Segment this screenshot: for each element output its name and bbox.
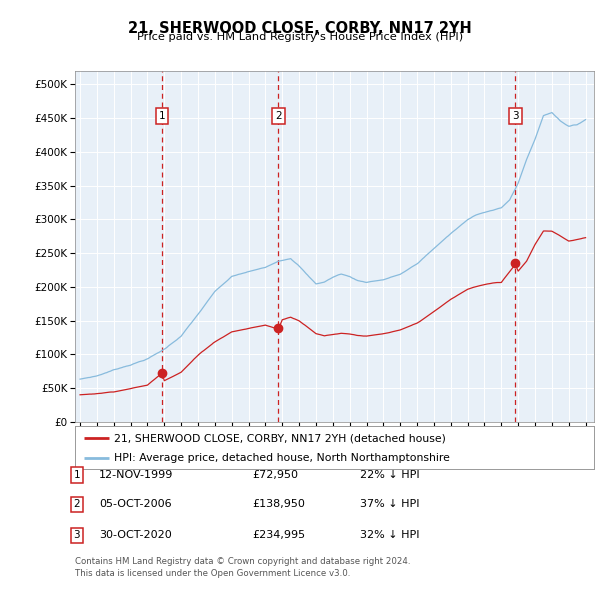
Text: Contains HM Land Registry data © Crown copyright and database right 2024.: Contains HM Land Registry data © Crown c… — [75, 557, 410, 566]
Text: 3: 3 — [512, 111, 518, 121]
Text: 32% ↓ HPI: 32% ↓ HPI — [360, 530, 419, 540]
Text: 12-NOV-1999: 12-NOV-1999 — [99, 470, 173, 480]
Text: £234,995: £234,995 — [252, 530, 305, 540]
Text: £138,950: £138,950 — [252, 500, 305, 509]
Text: 30-OCT-2020: 30-OCT-2020 — [99, 530, 172, 540]
Text: 05-OCT-2006: 05-OCT-2006 — [99, 500, 172, 509]
Text: 2: 2 — [73, 500, 80, 509]
Text: Price paid vs. HM Land Registry's House Price Index (HPI): Price paid vs. HM Land Registry's House … — [137, 32, 463, 42]
Text: This data is licensed under the Open Government Licence v3.0.: This data is licensed under the Open Gov… — [75, 569, 350, 578]
Text: 21, SHERWOOD CLOSE, CORBY, NN17 2YH (detached house): 21, SHERWOOD CLOSE, CORBY, NN17 2YH (det… — [114, 433, 446, 443]
Text: 21, SHERWOOD CLOSE, CORBY, NN17 2YH: 21, SHERWOOD CLOSE, CORBY, NN17 2YH — [128, 21, 472, 35]
Text: 1: 1 — [73, 470, 80, 480]
Text: HPI: Average price, detached house, North Northamptonshire: HPI: Average price, detached house, Nort… — [114, 453, 450, 463]
Text: 37% ↓ HPI: 37% ↓ HPI — [360, 500, 419, 509]
Text: 22% ↓ HPI: 22% ↓ HPI — [360, 470, 419, 480]
Text: 1: 1 — [159, 111, 166, 121]
Text: £72,950: £72,950 — [252, 470, 298, 480]
Text: 2: 2 — [275, 111, 281, 121]
Text: 3: 3 — [73, 530, 80, 540]
